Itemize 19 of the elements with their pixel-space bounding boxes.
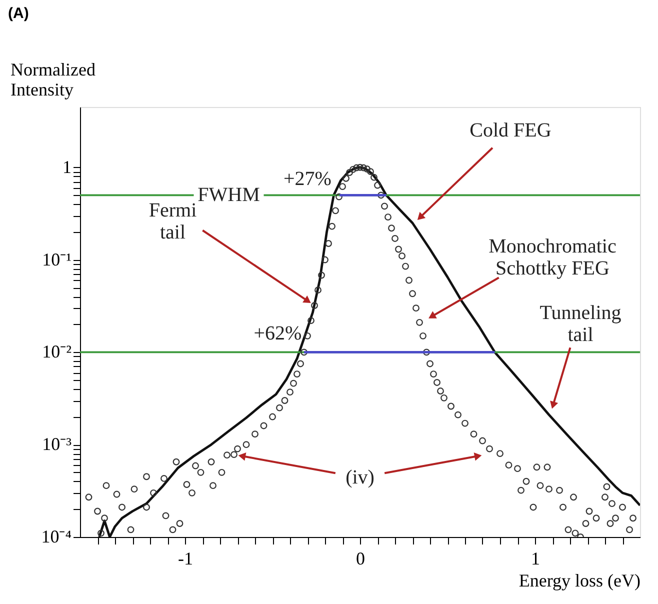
x-tick-label: 0	[356, 548, 365, 568]
y-axis-title: Normalized Intensity	[10, 60, 96, 100]
x-axis-title: Energy loss (eV)	[518, 570, 641, 590]
y-tick-label: 10⁻⁴	[41, 526, 72, 546]
y-tick-label: 10⁻²	[42, 342, 72, 362]
y-tick-label: 10⁻¹	[42, 249, 72, 270]
chart-title: (A)	[8, 5, 29, 22]
annotation: Monochromatic Schottky FEG	[488, 236, 616, 280]
annotation: (iv)	[346, 466, 374, 489]
annotation: +62%	[254, 322, 302, 344]
y-tick-label: 10⁻³	[42, 434, 72, 454]
y-tick-label: 1	[62, 156, 72, 177]
annotation: Fermi tail	[148, 199, 198, 244]
annotation: +27%	[284, 168, 332, 190]
annotation: Tunneling tail	[540, 302, 622, 346]
x-tick-label: 1	[531, 548, 540, 568]
ref-line-label: FWHM	[198, 184, 260, 206]
annotation: Cold FEG	[470, 120, 552, 142]
x-tick-label: -1	[178, 548, 193, 568]
